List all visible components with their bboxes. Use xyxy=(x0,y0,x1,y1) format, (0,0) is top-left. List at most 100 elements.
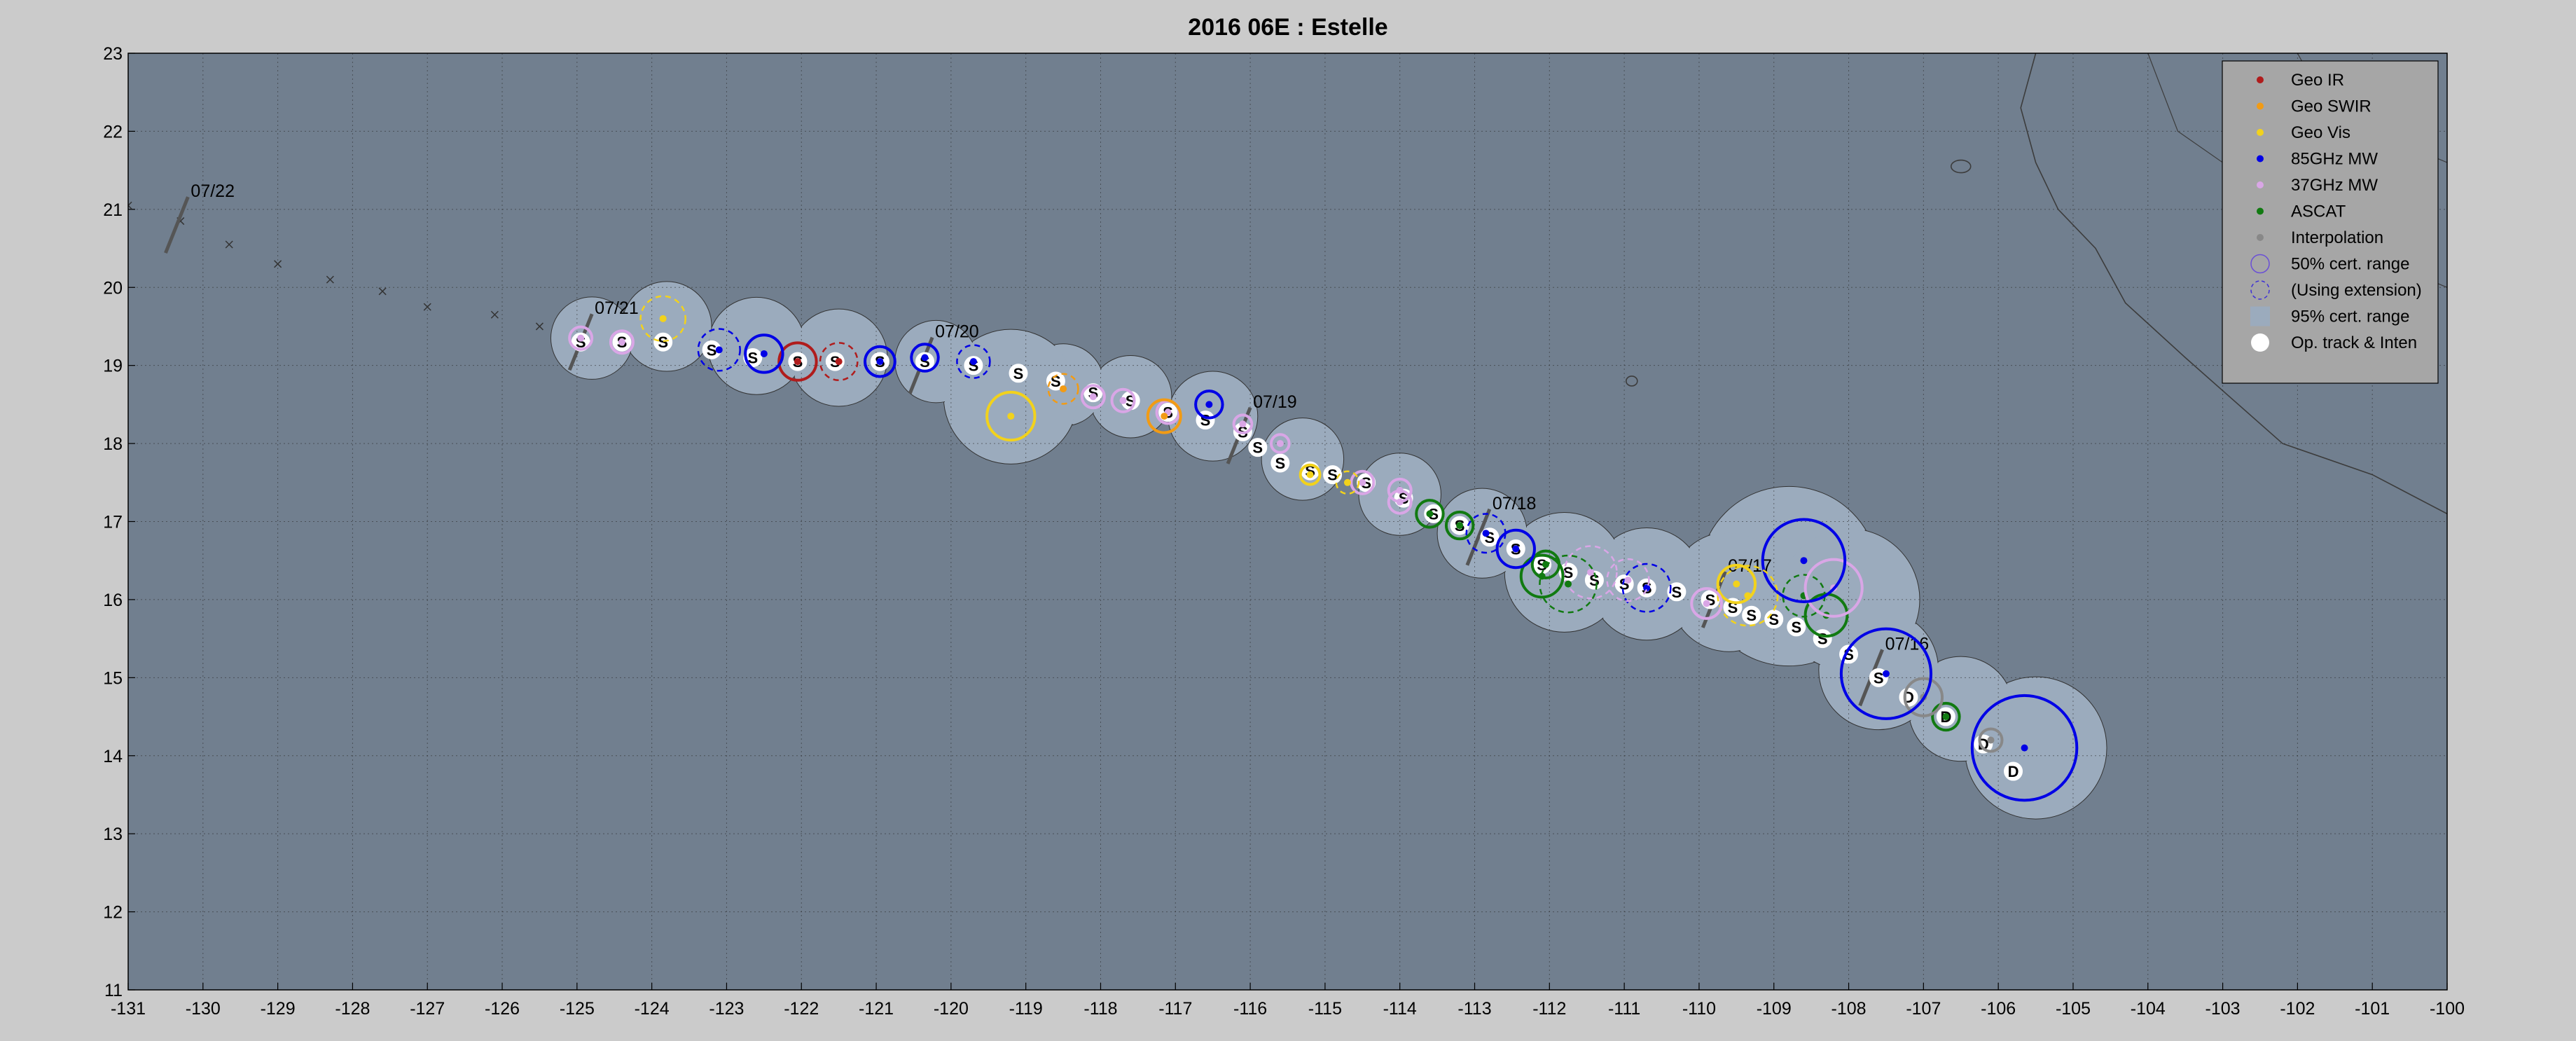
fix-range-mw37 xyxy=(1387,477,1413,503)
x-tick-label: -119 xyxy=(1009,999,1043,1019)
fix-point-mw37 xyxy=(577,334,585,342)
fix-range-geo_vis xyxy=(1716,563,1757,605)
y-tick-label: 19 xyxy=(103,357,123,376)
fix-point-mw85 xyxy=(715,346,723,354)
fix-range-geo_swir xyxy=(1047,373,1079,405)
chart-title: 2016 06E : Estelle xyxy=(1188,14,1387,41)
legend-label: Geo SWIR xyxy=(2291,97,2371,116)
track-intensity: S xyxy=(1013,365,1024,382)
x-tick-label: -106 xyxy=(1981,999,2016,1019)
x-tick-label: -105 xyxy=(2056,999,2091,1019)
legend-marker xyxy=(2257,76,2264,83)
fix-point-mw37 xyxy=(1587,568,1595,576)
track-intensity: S xyxy=(1252,439,1263,457)
x-tick-label: -101 xyxy=(2355,999,2390,1019)
date-label: 07/16 xyxy=(1885,634,1930,654)
y-tick-label: 16 xyxy=(103,591,123,610)
fix-range-geo_ir xyxy=(777,341,818,382)
x-axis: -131 -130 -129 -128 -127 -126 -125 -124 -123 -122… xyxy=(111,999,2465,1019)
track-intensity: S xyxy=(707,341,717,359)
uncertainty-circle xyxy=(1778,529,1919,670)
fix-range-mw37 xyxy=(1110,387,1136,413)
fix-point-mw85 xyxy=(1512,545,1520,553)
track-intensity: S xyxy=(658,333,668,351)
fix-point-mw85 xyxy=(1882,670,1890,677)
x-tick-label: -112 xyxy=(1532,999,1566,1019)
extended-track-point xyxy=(128,201,132,209)
fix-point-mw85 xyxy=(760,350,768,357)
fix-range-mw85 xyxy=(1465,513,1507,554)
x-tick-label: -115 xyxy=(1308,999,1342,1019)
track-point xyxy=(1357,473,1376,492)
fix-range-mw37 xyxy=(1350,469,1376,495)
legend-marker xyxy=(2251,333,2269,352)
x-tick-label: -114 xyxy=(1383,999,1417,1019)
fix-point-mw85 xyxy=(1205,401,1213,408)
legend-label: Interpolation xyxy=(2291,228,2383,247)
track-point xyxy=(1248,438,1268,457)
x-tick-label: -124 xyxy=(635,999,670,1019)
x-tick-label: -107 xyxy=(1906,999,1941,1019)
x-tick-label: -113 xyxy=(1457,999,1491,1019)
legend-marker xyxy=(2257,129,2264,136)
legend-marker xyxy=(2257,207,2264,215)
fix-range-mw85 xyxy=(956,344,991,379)
legend-label: Geo Vis xyxy=(2291,123,2350,142)
fix-point-mw85 xyxy=(1800,557,1808,565)
plot-frame xyxy=(127,53,2448,991)
fix-point-geo_vis xyxy=(1733,580,1740,588)
track-point xyxy=(1742,605,1761,625)
x-tick-label: -103 xyxy=(2205,999,2241,1019)
date-label: 07/19 xyxy=(1253,392,1297,412)
fix-point-mw37 xyxy=(1239,420,1247,428)
legend-marker xyxy=(2257,102,2264,110)
fix-range-ascat xyxy=(1519,553,1565,599)
fix-point-geo_swir xyxy=(1161,413,1168,420)
fix-point-ascat xyxy=(1542,560,1549,568)
fix-range-mw85 xyxy=(1970,694,2079,802)
fix-point-geo_vis xyxy=(659,315,667,322)
fix-range-ascat xyxy=(1931,701,1961,732)
x-tick-label: -126 xyxy=(485,999,520,1019)
track-point xyxy=(1323,465,1343,485)
x-tick-label: -109 xyxy=(1757,999,1792,1019)
track-intensity: S xyxy=(1537,556,1547,574)
fix-point-mw37 xyxy=(1703,600,1710,607)
legend-label: Geo IR xyxy=(2291,71,2344,90)
x-tick-label: -111 xyxy=(1608,999,1640,1019)
fix-range-mw37 xyxy=(568,325,594,351)
x-tick-label: -129 xyxy=(261,999,296,1019)
y-tick-label: 22 xyxy=(103,122,123,142)
fix-point-mw37 xyxy=(1276,440,1284,448)
legend-marker xyxy=(2250,280,2270,300)
fix-range-geo_vis xyxy=(1335,470,1360,495)
x-tick-label: -108 xyxy=(1831,999,1867,1019)
x-tick-label: -110 xyxy=(1682,999,1716,1019)
track-intensity: S xyxy=(1361,474,1371,492)
extended-track-point xyxy=(378,287,387,296)
fix-point-mw85 xyxy=(1643,584,1651,592)
fix-range-mw37 xyxy=(1080,384,1106,410)
fix-point-geo_vis xyxy=(1007,413,1015,420)
fix-range-geo_vis xyxy=(985,390,1037,442)
fix-range-mw85 xyxy=(910,343,940,373)
legend-marker xyxy=(2250,254,2270,274)
fix-range-geo_vis xyxy=(1717,565,1779,627)
fix-range-geo_swir xyxy=(1146,398,1182,434)
fix-range-geo_vis xyxy=(639,295,686,343)
track-point xyxy=(1046,371,1065,391)
fix-range-mw85 xyxy=(744,333,784,374)
fix-point-geo_swir xyxy=(1060,385,1067,393)
track-intensity: S xyxy=(1791,619,1801,636)
track-point xyxy=(825,352,845,371)
fix-point-mw85 xyxy=(1482,530,1490,537)
legend-label: Op. track & Inten xyxy=(2291,333,2417,352)
y-axis: 11 12 13 14 15 16 17 18 19 20 21 22 23 xyxy=(103,44,123,1000)
fix-range-interp xyxy=(1903,677,1944,717)
fix-point-mw85 xyxy=(969,358,977,366)
y-tick-label: 18 xyxy=(103,434,123,454)
uncertainty-circle xyxy=(1262,419,1343,499)
fix-range-mw85 xyxy=(697,328,741,372)
fix-range-mw37 xyxy=(1563,545,1618,600)
